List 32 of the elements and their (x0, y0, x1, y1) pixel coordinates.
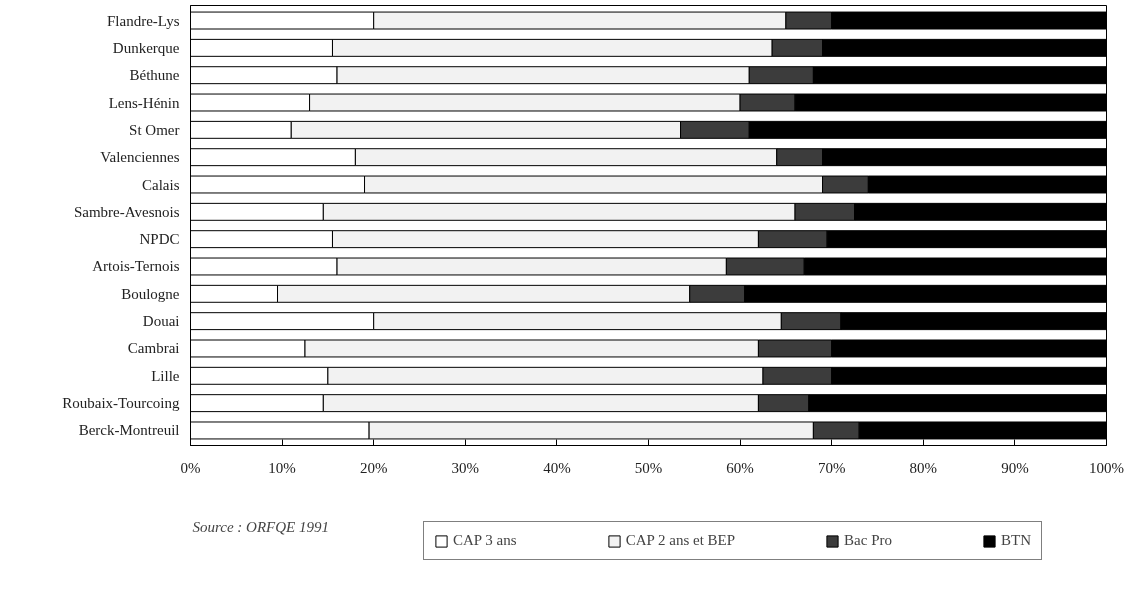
legend-label: BTN (1001, 532, 1031, 549)
legend-label: CAP 2 ans et BEP (625, 532, 736, 549)
y-tick-label: Berck-Montreuil (78, 422, 180, 439)
x-tick-label: 20% (359, 459, 388, 476)
legend-label: Bac Pro (844, 532, 892, 549)
y-tick-label: Boulogne (121, 285, 180, 302)
y-tick-label: NPDC (139, 231, 180, 248)
y-tick-label: Valenciennes (100, 149, 180, 166)
x-tick-label: 10% (268, 459, 296, 476)
source-note: Source : ORFQE 1991 (192, 518, 329, 535)
legend-label: CAP 3 ans (453, 532, 517, 549)
x-tick-label: 30% (451, 459, 480, 476)
y-tick-label: Lille (151, 367, 180, 384)
y-tick-label: Cambrai (127, 340, 180, 357)
y-tick-label: Dunkerque (112, 39, 180, 56)
y-tick-label: Sambre-Avesnois (73, 203, 180, 220)
y-tick-label: St Omer (129, 121, 180, 138)
y-tick-label: Lens-Hénin (108, 94, 180, 111)
x-tick-label: 70% (817, 459, 846, 476)
x-tick-label: 100% (1089, 459, 1124, 476)
y-tick-label: Béthune (129, 67, 180, 84)
x-tick-label: 60% (726, 459, 754, 476)
x-tick-label: 50% (634, 459, 663, 476)
x-tick-label: 40% (543, 459, 571, 476)
x-tick-label: 90% (1001, 459, 1029, 476)
x-tick-label: 0% (180, 459, 201, 476)
y-tick-label: Douai (142, 313, 180, 330)
y-tick-label: Calais (142, 176, 180, 193)
y-tick-label: Flandre-Lys (107, 12, 180, 29)
x-tick-label: 80% (909, 459, 938, 476)
y-tick-label: Roubaix-Tourcoing (62, 395, 180, 412)
y-tick-label: Artois-Ternois (92, 258, 180, 275)
